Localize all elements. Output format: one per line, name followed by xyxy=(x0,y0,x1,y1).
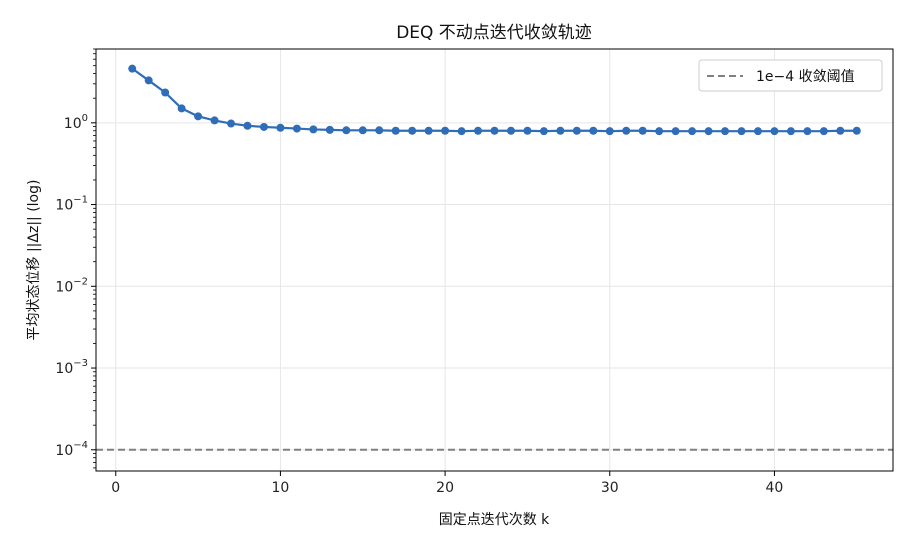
data-point xyxy=(128,64,137,73)
data-point xyxy=(721,127,730,136)
data-point xyxy=(292,124,301,133)
data-point xyxy=(276,123,285,132)
y-tick-label: 10−1 xyxy=(55,195,88,214)
x-tick-label: 0 xyxy=(111,480,120,496)
y-tick-exponent: −2 xyxy=(73,276,88,287)
data-point xyxy=(408,126,417,135)
data-point xyxy=(375,126,384,135)
data-point xyxy=(325,125,334,134)
y-tick-base: 10 xyxy=(55,279,73,295)
y-tick-exponent: −1 xyxy=(73,195,88,206)
x-axis-label: 固定点迭代次数 k xyxy=(439,512,550,528)
data-point xyxy=(490,126,499,135)
data-point xyxy=(194,112,203,121)
data-point xyxy=(144,76,153,85)
data-point xyxy=(309,125,318,134)
data-point xyxy=(227,119,236,128)
data-point xyxy=(589,126,598,135)
x-tick-label: 10 xyxy=(272,480,290,496)
y-tick-label: 10−2 xyxy=(55,276,88,295)
x-tick-label: 40 xyxy=(766,480,784,496)
data-point xyxy=(770,127,779,136)
data-point xyxy=(786,127,795,136)
legend: 1e−4 收敛阈值 xyxy=(698,59,883,92)
data-point xyxy=(638,126,647,135)
data-point xyxy=(852,126,861,135)
y-tick-exponent: −3 xyxy=(73,358,88,369)
data-point xyxy=(391,126,400,135)
data-point xyxy=(572,126,581,135)
data-point xyxy=(259,122,268,131)
y-tick-label: 10−3 xyxy=(55,358,88,377)
data-point xyxy=(688,127,697,136)
data-point xyxy=(704,127,713,136)
series-group xyxy=(128,64,861,136)
y-axis-label: 平均状态位移 ||Δz|| (log) xyxy=(26,180,42,341)
data-point xyxy=(474,126,483,135)
data-point xyxy=(161,88,170,97)
legend-label: 1e−4 收敛阈值 xyxy=(756,69,855,85)
y-tick-exponent: 0 xyxy=(82,113,88,124)
y-tick-base: 10 xyxy=(64,116,82,132)
x-tick-label: 30 xyxy=(601,480,619,496)
data-point xyxy=(556,126,565,135)
y-tick-base: 10 xyxy=(55,361,73,377)
data-point xyxy=(803,127,812,136)
data-point xyxy=(819,127,828,136)
data-point xyxy=(441,126,450,135)
data-point xyxy=(605,127,614,136)
data-point xyxy=(457,127,466,136)
x-tick-label: 20 xyxy=(436,480,454,496)
data-point xyxy=(655,127,664,136)
data-point xyxy=(210,116,219,125)
legend-box xyxy=(698,59,883,92)
plot-frame xyxy=(95,48,894,472)
chart-title: DEQ 不动点迭代收敛轨迹 xyxy=(396,23,592,43)
data-point xyxy=(177,104,186,113)
y-tick-label: 10−4 xyxy=(55,440,88,459)
y-tick-base: 10 xyxy=(55,198,73,214)
y-tick-label: 100 xyxy=(64,113,88,132)
data-point xyxy=(737,127,746,136)
data-point xyxy=(424,126,433,135)
data-point xyxy=(836,126,845,135)
y-tick-exponent: −4 xyxy=(73,440,88,451)
data-point xyxy=(358,126,367,135)
data-point xyxy=(243,121,252,130)
data-point xyxy=(506,126,515,135)
data-point xyxy=(523,126,532,135)
y-tick-base: 10 xyxy=(55,443,73,459)
x-axis-ticks: 0 10 20 30 40 xyxy=(111,471,783,496)
data-point xyxy=(671,127,680,136)
data-point xyxy=(342,126,351,135)
data-point xyxy=(622,126,631,135)
data-point xyxy=(539,127,548,136)
data-point xyxy=(753,127,762,136)
